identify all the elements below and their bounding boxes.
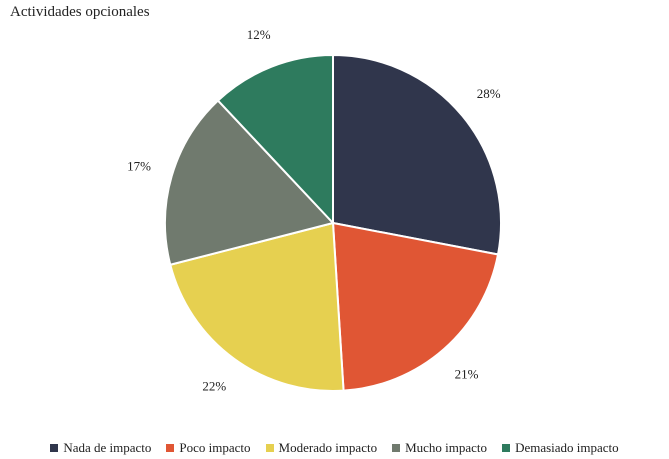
pie-labels: 28% 21% 22% 17% 12% xyxy=(127,27,501,393)
slice-label-nada-de-impacto: 28% xyxy=(477,86,501,101)
pie-slice-nada-de-impacto xyxy=(332,53,502,256)
legend-swatch xyxy=(50,444,59,452)
legend-item-demasiado-impacto: Demasiado impacto xyxy=(502,440,619,456)
legend-item-nada-de-impacto: Nada de impacto xyxy=(50,440,151,456)
pie-slice-demasiado-impacto xyxy=(216,53,334,226)
legend-swatch xyxy=(166,444,175,452)
legend-item-moderado-impacto: Moderado impacto xyxy=(265,440,378,456)
pie-slice-moderado-impacto xyxy=(169,221,345,393)
legend-swatch xyxy=(392,444,401,452)
legend-swatch xyxy=(502,444,511,452)
slice-label-demasiado-impacto: 12% xyxy=(247,27,271,42)
legend-label: Demasiado impacto xyxy=(515,440,619,455)
legend-swatch xyxy=(265,444,274,452)
legend-label: Mucho impacto xyxy=(405,440,488,455)
slice-label-mucho-impacto: 17% xyxy=(127,159,151,174)
legend-item-poco-impacto: Poco impacto xyxy=(166,440,251,456)
pie-slice-mucho-impacto xyxy=(164,99,335,266)
pie-slices xyxy=(164,53,502,393)
legend-label: Poco impacto xyxy=(179,440,251,455)
legend-item-mucho-impacto: Mucho impacto xyxy=(392,440,487,456)
legend: Nada de impacto Poco impacto Moderado impa… xyxy=(0,440,669,456)
legend-label: Moderado impacto xyxy=(278,440,378,455)
pie-chart: 28% 21% 22% 17% 12% xyxy=(127,27,502,393)
slice-label-moderado-impacto: 22% xyxy=(202,378,226,393)
legend-label: Nada de impacto xyxy=(63,440,152,455)
chart-title: Actividades opcionales xyxy=(10,4,150,20)
pie-slice-poco-impacto xyxy=(331,221,500,392)
slice-label-poco-impacto: 21% xyxy=(455,367,479,382)
